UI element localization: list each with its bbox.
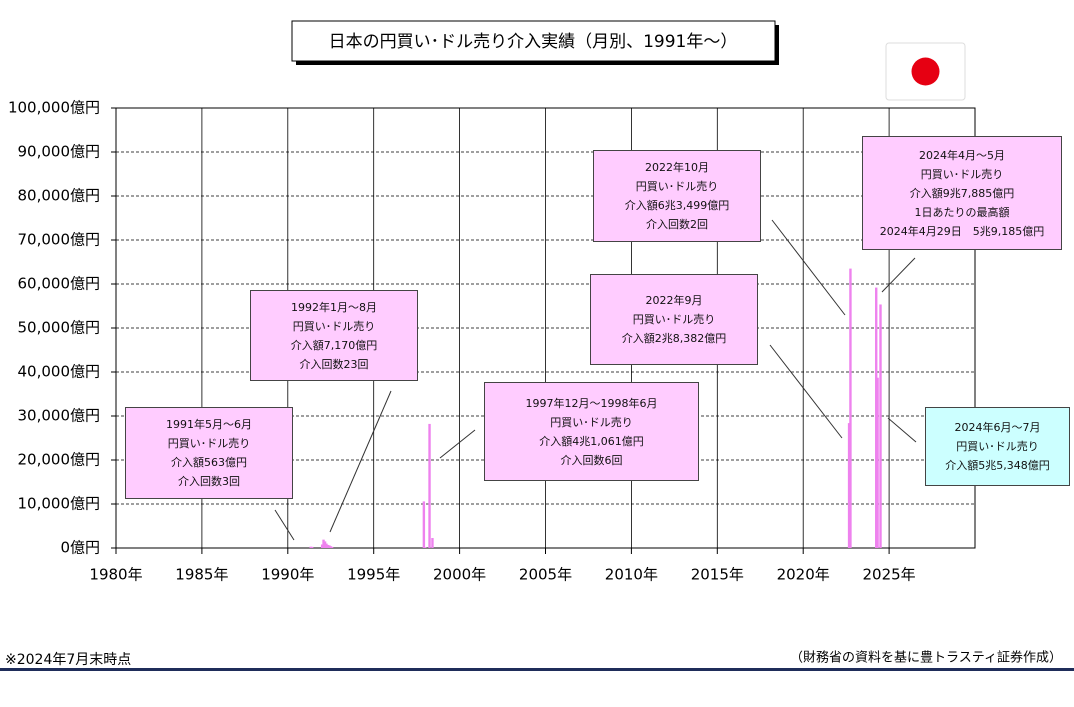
chart-title: 日本の円買い･ドル売り介入実績（月別、1991年～） bbox=[329, 32, 738, 52]
annotation-line: 円買い･ドル売り bbox=[550, 415, 633, 429]
annotation-line: 円買い･ドル売り bbox=[920, 167, 1004, 181]
annotation-line: 円買い･ドル売り bbox=[292, 319, 376, 333]
bar bbox=[322, 539, 325, 548]
leader-line bbox=[329, 390, 392, 533]
annotation: 2022年9月 円買い･ドル売り 介入額2兆8,382億円 bbox=[590, 274, 758, 365]
annotation-line: 介入額6兆3,499億円 bbox=[624, 199, 730, 212]
leader-line bbox=[881, 257, 916, 293]
annotation-line: 介入額2兆8,382億円 bbox=[621, 332, 727, 345]
bar bbox=[329, 546, 332, 548]
y-tick-label: 90,000億円 bbox=[18, 143, 101, 161]
annotation-line: 2024年6月～7月 bbox=[954, 421, 1041, 434]
bar bbox=[320, 544, 324, 548]
x-tick-label: 2005年 bbox=[519, 566, 572, 584]
y-tick-label: 30,000億円 bbox=[18, 407, 101, 425]
annotation: 1997年12月～1998年6月 円買い･ドル売り 介入額4兆1,061億円 介入回数… bbox=[484, 382, 699, 481]
annotation: 2022年10月 円買い･ドル売り 介入額6兆3,499億円 介入回数2回 bbox=[593, 150, 761, 242]
y-tick-label: 60,000億円 bbox=[18, 275, 101, 293]
bar bbox=[325, 543, 328, 548]
y-tick-label: 50,000億円 bbox=[18, 319, 101, 337]
x-tick-label: 1980年 bbox=[89, 566, 142, 584]
bar bbox=[422, 501, 426, 548]
y-tick-label: 80,000億円 bbox=[18, 187, 101, 205]
leader-line bbox=[274, 509, 295, 541]
x-tick-label: 1985年 bbox=[175, 566, 228, 584]
annotation-line: 1992年1月～8月 bbox=[291, 300, 377, 314]
x-tick-label: 2000年 bbox=[433, 566, 486, 584]
source: （財務省の資料を基に豊トラスティ証券作成） bbox=[790, 650, 1062, 666]
y-tick-label: 20,000億円 bbox=[18, 451, 101, 469]
annotation-line: 介入回数6回 bbox=[560, 453, 623, 467]
x-tick-label: 2025年 bbox=[863, 566, 916, 584]
bar bbox=[879, 304, 882, 548]
annotation-line: 介入回数3回 bbox=[178, 475, 240, 488]
annotation-line: 2022年9月 bbox=[645, 294, 703, 307]
bar bbox=[876, 377, 879, 548]
annotation-line: 介入回数2回 bbox=[646, 218, 708, 231]
annotation: 2024年4月～5月 円買い･ドル売り 介入額9兆7,885億円 1日あたりの最高額 2… bbox=[862, 136, 1062, 250]
x-tick-label: 2020年 bbox=[777, 566, 830, 584]
footer-rule bbox=[0, 668, 1074, 671]
annotation-line: 介入額9兆7,885億円 bbox=[909, 186, 1015, 200]
bar bbox=[328, 545, 331, 548]
bar bbox=[424, 547, 427, 548]
bar bbox=[309, 546, 312, 548]
y-tick-label: 100,000億円 bbox=[8, 99, 100, 117]
x-tick-label: 1995年 bbox=[347, 566, 400, 584]
y-tick-label: 40,000億円 bbox=[18, 363, 101, 381]
annotation-line: 1991年5月～6月 bbox=[166, 418, 252, 431]
y-tick-label: 10,000億円 bbox=[18, 495, 101, 513]
leader-line bbox=[439, 429, 476, 459]
x-tick-label: 1990年 bbox=[261, 566, 314, 584]
bar bbox=[310, 546, 314, 548]
annotation-line: 介入回数23回 bbox=[299, 357, 369, 371]
annotation-line: 2024年4月29日 5兆9,185億円 bbox=[879, 224, 1045, 238]
bar bbox=[847, 423, 851, 548]
annotation-line: 介入額5兆5,348億円 bbox=[945, 459, 1050, 472]
y-tick-label: 0億円 bbox=[60, 539, 100, 557]
bar bbox=[428, 423, 431, 548]
bar bbox=[326, 544, 330, 548]
bar bbox=[431, 538, 434, 548]
annotation-line: 介入額7,170億円 bbox=[290, 338, 378, 352]
annotation: 1991年5月～6月 円買い･ドル売り 介入額563億円 介入回数3回 bbox=[125, 407, 293, 499]
bar bbox=[875, 287, 878, 548]
annotation: 1992年1月～8月 円買い･ドル売り 介入額7,170億円 介入回数23回 bbox=[250, 290, 418, 381]
annotation-line: 円買い･ドル売り bbox=[635, 180, 719, 193]
y-tick-label: 70,000億円 bbox=[18, 231, 101, 249]
bar bbox=[849, 268, 852, 548]
bar bbox=[330, 546, 334, 548]
annotation-line: 円買い･ドル売り bbox=[956, 440, 1039, 453]
annotation: 2024年6月～7月 円買い･ドル売り 介入額5兆5,348億円 bbox=[925, 407, 1070, 486]
annotation-line: 円買い･ドル売り bbox=[167, 437, 251, 450]
footnote: ※2024年7月末時点 bbox=[5, 652, 131, 668]
leader-line bbox=[887, 417, 917, 443]
annotation-line: 介入額4兆1,061億円 bbox=[539, 434, 644, 448]
annotation-line: 1日あたりの最高額 bbox=[914, 205, 1010, 219]
annotation-line: 1997年12月～1998年6月 bbox=[525, 396, 658, 410]
leader-line bbox=[771, 219, 846, 316]
x-tick-label: 2015年 bbox=[691, 566, 744, 584]
annotation-line: 介入額563億円 bbox=[171, 456, 247, 469]
title-box bbox=[291, 20, 776, 62]
annotation-line: 2022年10月 bbox=[645, 161, 709, 174]
flag-sun bbox=[911, 57, 940, 86]
bar bbox=[323, 541, 327, 548]
leader-line bbox=[769, 344, 843, 439]
x-tick-label: 2010年 bbox=[605, 566, 658, 584]
annotation-line: 2024年4月～5月 bbox=[919, 148, 1005, 162]
annotation-line: 円買い･ドル売り bbox=[632, 313, 716, 326]
